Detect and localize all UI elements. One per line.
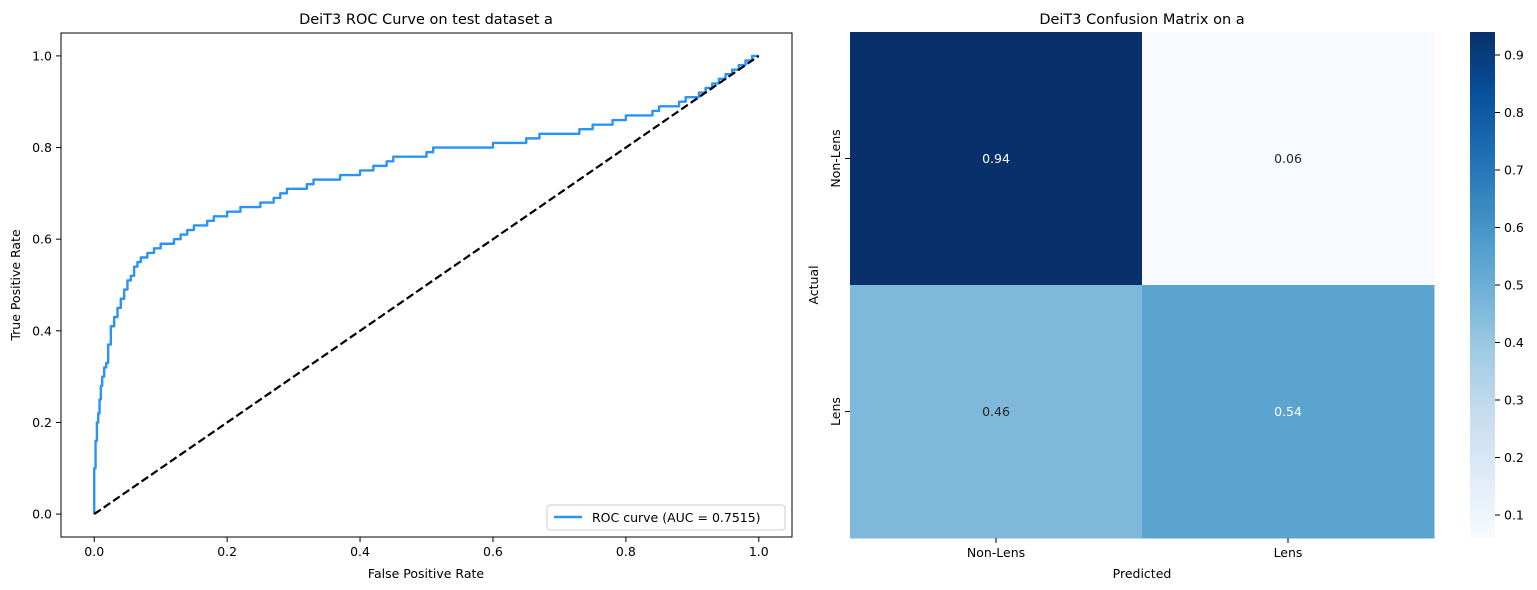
roc-x-tick-label: 0.6 xyxy=(483,544,503,559)
roc-axes-frame xyxy=(60,32,793,538)
cm-cell-label: 0.46 xyxy=(982,404,1010,419)
cm-x-tick-label: Lens xyxy=(1274,545,1303,560)
roc-y-tick-label: 1.0 xyxy=(32,48,52,63)
cm-x-label: Predicted xyxy=(1113,566,1172,581)
colorbar xyxy=(1470,32,1495,538)
roc-y-label: True Positive Rate xyxy=(8,229,23,342)
colorbar-tick-label: 0.9 xyxy=(1504,48,1524,63)
roc-y-tick-label: 0.8 xyxy=(32,140,52,155)
roc-x-tick-label: 0.4 xyxy=(350,544,370,559)
roc-title: DeiT3 ROC Curve on test dataset a xyxy=(299,12,553,28)
colorbar-tick-label: 0.6 xyxy=(1504,220,1524,235)
cm-y-tick-label: Non-Lens xyxy=(828,129,843,187)
roc-x-label: False Positive Rate xyxy=(368,566,484,581)
colorbar-ticks: 0.1 0.2 0.3 0.4 0.5 0.6 0.7 0.8 0.9 xyxy=(1495,48,1524,523)
roc-curve-line xyxy=(93,54,759,515)
roc-legend-label: ROC curve (AUC = 0.7515) xyxy=(592,510,761,525)
cm-y-label: Actual xyxy=(806,265,821,304)
cm-y-tick-label: Lens xyxy=(828,397,843,426)
colorbar-tick-label: 0.2 xyxy=(1504,450,1524,465)
cm-cell xyxy=(1142,285,1435,539)
colorbar-tick-label: 0.4 xyxy=(1504,335,1524,350)
cm-cell xyxy=(850,32,1143,286)
roc-legend-box xyxy=(546,504,786,531)
confusion-matrix-chart: DeiT3 Confusion Matrix on a 0.94 0.06 0.46… xyxy=(806,12,1524,581)
roc-x-ticks: 0.0 0.2 0.4 0.6 0.8 1.0 xyxy=(84,537,769,559)
roc-y-tick-label: 0.4 xyxy=(32,323,52,338)
roc-chance-line xyxy=(93,55,760,515)
roc-x-tick-label: 0.0 xyxy=(84,544,104,559)
roc-x-tick-label: 0.8 xyxy=(616,544,636,559)
roc-x-tick-label: 1.0 xyxy=(749,544,769,559)
roc-y-tick-label: 0.2 xyxy=(32,415,52,430)
roc-y-tick-label: 0.0 xyxy=(32,507,52,522)
roc-chart: DeiT3 ROC Curve on test dataset a 0.0 0.2… xyxy=(8,12,793,581)
cm-cell xyxy=(850,285,1143,539)
roc-x-tick-label: 0.2 xyxy=(217,544,237,559)
colorbar-tick-label: 0.7 xyxy=(1504,163,1524,178)
colorbar-tick-label: 0.5 xyxy=(1504,278,1524,293)
roc-lines xyxy=(93,54,760,515)
roc-legend: ROC curve (AUC = 0.7515) xyxy=(546,504,786,531)
cm-ticks: Non-Lens Lens Non-Lens Lens xyxy=(828,129,1302,560)
cm-title: DeiT3 Confusion Matrix on a xyxy=(1039,12,1244,28)
colorbar-tick-label: 0.1 xyxy=(1504,508,1524,523)
roc-y-ticks: 0.0 0.2 0.4 0.6 0.8 1.0 xyxy=(32,48,61,522)
cm-x-tick-label: Non-Lens xyxy=(967,545,1025,560)
cm-cell-label: 0.06 xyxy=(1274,151,1302,166)
cm-cells: 0.94 0.06 0.46 0.54 xyxy=(850,32,1435,539)
colorbar-tick-label: 0.3 xyxy=(1504,393,1524,408)
cm-cell xyxy=(1142,32,1435,286)
roc-y-tick-label: 0.6 xyxy=(32,232,52,247)
cm-cell-label: 0.54 xyxy=(1274,404,1302,419)
colorbar-tick-label: 0.8 xyxy=(1504,105,1524,120)
cm-cell-label: 0.94 xyxy=(982,151,1010,166)
